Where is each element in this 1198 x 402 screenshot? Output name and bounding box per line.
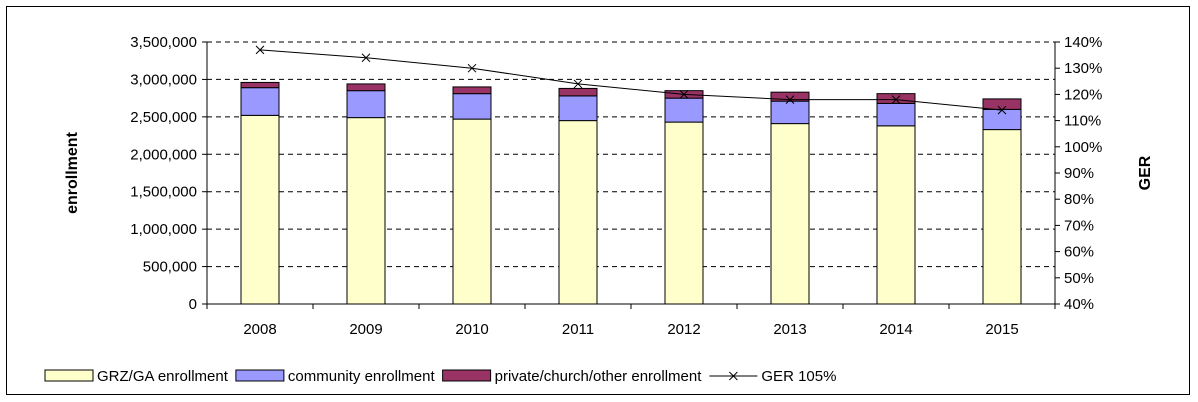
- x-tick-label: 2010: [455, 321, 488, 338]
- axes: 0 500,000 1,000,000 1,500,000 2,000,000 2,500…: [130, 34, 1102, 338]
- bar-segment: [876, 125, 916, 305]
- x-tick-label: 2009: [349, 321, 382, 338]
- x-tick-label: 2013: [773, 321, 806, 338]
- x-tick-label: 2012: [667, 321, 700, 338]
- bar-segment: [770, 123, 810, 305]
- x-tick-label: 2008: [243, 321, 276, 338]
- bar-segment: [664, 121, 704, 305]
- ger-point-marker: [891, 95, 901, 104]
- y-tick-label: 3,500,000: [130, 34, 197, 51]
- ger-point-marker: [679, 90, 689, 99]
- bar-segment: [346, 83, 386, 92]
- bar-segment: [770, 100, 810, 125]
- y2-tick-label: 70%: [1064, 217, 1094, 234]
- legend: GRZ/GA enrollment community enrollment pri…: [44, 368, 836, 385]
- y-tick-label: 1,500,000: [130, 184, 197, 201]
- bar-segment: [240, 87, 280, 116]
- legend-label: GER 105%: [761, 368, 836, 385]
- bar-segment: [558, 120, 598, 305]
- ger-point-marker: [361, 53, 371, 63]
- y2-tick-label: 50%: [1064, 270, 1094, 287]
- ger-point-marker: [255, 45, 265, 55]
- y-tick-label: 1,000,000: [130, 221, 197, 238]
- y2-axis-title: GER: [1137, 155, 1154, 190]
- y2-tick-label: 100%: [1064, 139, 1102, 156]
- y2-tick-label: 80%: [1064, 191, 1094, 208]
- y-tick-label: 2,500,000: [130, 109, 197, 126]
- bar-segment: [876, 102, 916, 127]
- chart-frame: 0 500,000 1,000,000 1,500,000 2,000,000 2,500…: [6, 6, 1190, 395]
- ger-point-marker: [785, 95, 795, 104]
- legend-swatch: [442, 369, 492, 382]
- y-tick-label: 2,000,000: [130, 146, 197, 163]
- y2-tick-label: 110%: [1064, 113, 1101, 130]
- legend-swatch: [235, 369, 285, 382]
- bar-segment: [982, 108, 1022, 131]
- ger-point-marker: [573, 79, 583, 89]
- bar-segment: [876, 93, 916, 104]
- x-tick-label: 2014: [879, 321, 912, 338]
- y-tick-label: 500,000: [143, 259, 197, 276]
- bar-segment: [346, 117, 386, 305]
- bar-segment: [240, 114, 280, 305]
- bar-segment: [558, 95, 598, 122]
- bar-segment: [452, 86, 492, 95]
- legend-label: private/church/other enrollment: [495, 368, 703, 385]
- bar-segment: [346, 90, 386, 119]
- legend-x-marker: [729, 371, 738, 381]
- bar-segment: [452, 93, 492, 120]
- bar-segment: [664, 97, 704, 123]
- y2-tick-label: 130%: [1064, 60, 1102, 77]
- bar-segment: [770, 91, 810, 102]
- y2-tick-label: 140%: [1064, 34, 1102, 51]
- x-tick-label: 2011: [562, 321, 594, 338]
- y-axis-title: enrollment: [64, 131, 81, 213]
- legend-label: community enrollment: [288, 368, 436, 385]
- y2-tick-label: 120%: [1064, 86, 1102, 103]
- ger-polyline: [259, 49, 1003, 111]
- y-tick-label: 0: [189, 296, 197, 313]
- gridlines: [207, 41, 1055, 268]
- bar-segment: [982, 129, 1022, 305]
- ger-line: [255, 45, 1007, 115]
- chart-canvas: 0 500,000 1,000,000 1,500,000 2,000,000 2,500…: [44, 34, 1154, 385]
- ger-point-marker: [997, 105, 1007, 115]
- y2-tick-label: 90%: [1064, 165, 1094, 182]
- x-tick-label: 2015: [985, 321, 1018, 338]
- bar-segment: [982, 98, 1022, 110]
- legend-label: GRZ/GA enrollment: [97, 368, 229, 385]
- y-tick-label: 3,000,000: [130, 71, 197, 88]
- ger-point-marker: [467, 63, 477, 73]
- bar-segment: [240, 81, 280, 89]
- bar-segment: [558, 87, 598, 97]
- y2-tick-label: 60%: [1064, 244, 1094, 261]
- legend-swatch: [44, 369, 94, 382]
- bar-segment: [452, 118, 492, 305]
- y2-tick-label: 40%: [1064, 296, 1094, 313]
- bars: [240, 81, 1022, 305]
